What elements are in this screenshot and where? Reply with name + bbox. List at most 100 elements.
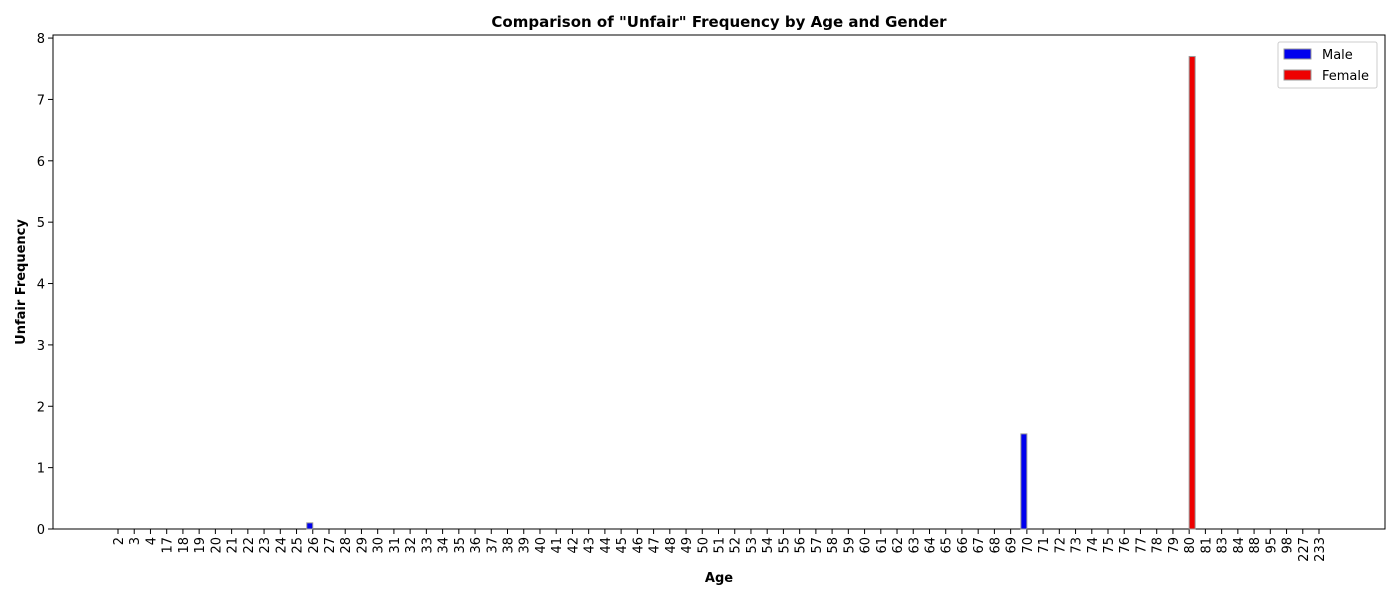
legend-label-female: Female [1322, 69, 1369, 84]
y-tick-label: 3 [37, 339, 45, 354]
x-tick-label: 65 [940, 537, 955, 554]
x-tick-label: 79 [1167, 537, 1182, 554]
x-tick-label: 47 [648, 537, 663, 554]
x-tick-label: 54 [761, 537, 776, 554]
x-tick-label: 30 [372, 537, 387, 554]
x-tick-label: 33 [420, 537, 435, 554]
x-tick-label: 2 [112, 537, 127, 545]
x-tick-label: 50 [696, 537, 711, 554]
x-tick-label: 57 [810, 537, 825, 554]
x-tick-label: 84 [1232, 537, 1247, 554]
y-tick-label: 4 [37, 278, 45, 293]
x-tick-label: 49 [680, 537, 695, 554]
x-tick-label: 59 [842, 537, 857, 554]
x-tick-label: 46 [631, 537, 646, 554]
x-tick-label: 63 [907, 537, 922, 554]
legend-swatch-female [1283, 69, 1312, 81]
x-tick-label: 45 [615, 537, 630, 554]
x-tick-label: 34 [437, 537, 452, 554]
y-tick-label: 7 [37, 93, 45, 108]
x-tick-label: 95 [1264, 537, 1279, 554]
legend-label-male: Male [1322, 48, 1353, 63]
x-tick-label: 17 [161, 537, 176, 554]
x-tick-label: 233 [1313, 537, 1328, 562]
x-tick-label: 81 [1199, 537, 1214, 554]
x-tick-label: 19 [193, 537, 208, 554]
bars-group [306, 55, 1196, 530]
plot-frame [52, 34, 1386, 530]
x-tick-label: 227 [1297, 537, 1312, 562]
x-tick-label: 71 [1037, 537, 1052, 554]
x-tick-label: 74 [1086, 537, 1101, 554]
x-tick-label: 25 [291, 537, 306, 554]
y-tick-label: 6 [37, 155, 45, 170]
x-tick-label: 76 [1118, 537, 1133, 554]
x-axis: 2 3 4 17 18 19 20 21 22 23 24 25 26 27 28 29 30 31 32 33 34 3… [112, 529, 1328, 562]
x-tick-label: 60 [859, 537, 874, 554]
x-tick-label: 4 [144, 537, 159, 545]
x-tick-label: 67 [972, 537, 987, 554]
x-tick-label: 48 [664, 537, 679, 554]
x-tick-label: 83 [1216, 537, 1231, 554]
x-tick-label: 73 [1070, 537, 1085, 554]
bar-male-70 [1020, 433, 1028, 530]
x-tick-label: 61 [875, 537, 890, 554]
x-tick-label: 64 [923, 537, 938, 554]
x-tick-label: 51 [713, 537, 728, 554]
x-tick-label: 23 [258, 537, 273, 554]
x-axis-label: Age [705, 571, 733, 586]
x-tick-label: 80 [1183, 537, 1198, 554]
x-tick-label: 24 [274, 537, 289, 554]
x-tick-label: 28 [339, 537, 354, 554]
x-tick-label: 39 [518, 537, 533, 554]
x-tick-label: 35 [453, 537, 468, 554]
y-tick-label: 8 [37, 32, 45, 47]
x-tick-label: 52 [729, 537, 744, 554]
x-tick-label: 29 [355, 537, 370, 554]
x-tick-label: 66 [956, 537, 971, 554]
x-tick-label: 75 [1102, 537, 1117, 554]
x-tick-label: 58 [826, 537, 841, 554]
x-tick-label: 18 [177, 537, 192, 554]
x-tick-label: 72 [1053, 537, 1068, 554]
x-tick-label: 42 [566, 537, 581, 554]
x-tick-label: 98 [1281, 537, 1296, 554]
x-tick-label: 37 [485, 537, 500, 554]
x-tick-label: 22 [242, 537, 257, 554]
x-tick-label: 88 [1248, 537, 1263, 554]
x-tick-label: 41 [550, 537, 565, 554]
y-tick-label: 1 [37, 462, 45, 477]
x-tick-label: 36 [469, 537, 484, 554]
x-tick-label: 43 [583, 537, 598, 554]
y-axis-label: Unfair Frequency [14, 219, 29, 345]
x-tick-label: 55 [777, 537, 792, 554]
x-tick-label: 38 [502, 537, 517, 554]
chart-title: Comparison of "Unfair" Frequency by Age … [491, 13, 947, 31]
x-tick-label: 68 [988, 537, 1003, 554]
legend-swatch-male [1283, 48, 1312, 60]
y-tick-label: 0 [37, 523, 45, 538]
bar-male-26 [306, 522, 314, 530]
x-tick-label: 20 [209, 537, 224, 554]
bar-female-80 [1188, 55, 1196, 530]
x-tick-label: 26 [307, 537, 322, 554]
x-tick-label: 56 [794, 537, 809, 554]
x-tick-label: 27 [323, 537, 338, 554]
x-tick-label: 44 [599, 537, 614, 554]
x-tick-label: 77 [1134, 537, 1149, 554]
x-tick-label: 32 [404, 537, 419, 554]
x-tick-label: 70 [1021, 537, 1036, 554]
x-tick-label: 62 [891, 537, 906, 554]
y-tick-label: 5 [37, 216, 45, 231]
x-tick-label: 31 [388, 537, 403, 554]
x-tick-label: 53 [745, 537, 760, 554]
y-axis: 0 1 2 3 4 5 6 7 8 [37, 32, 53, 538]
x-tick-label: 3 [128, 537, 143, 545]
x-tick-label: 21 [226, 537, 241, 554]
x-tick-label: 78 [1151, 537, 1166, 554]
legend: Male Female [1277, 41, 1378, 89]
y-tick-label: 2 [37, 400, 45, 415]
x-tick-label: 69 [1005, 537, 1020, 554]
